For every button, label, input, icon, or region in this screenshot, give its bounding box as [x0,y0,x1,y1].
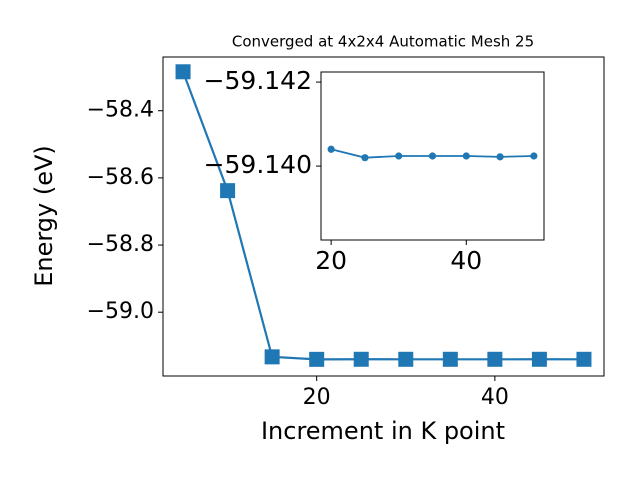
y-tick-label: −58.6 [87,165,154,190]
y-tick-label: −59.0 [87,299,154,324]
data-marker [531,351,547,367]
data-marker [530,152,538,160]
y-tick-label: −59.140 [204,150,312,179]
x-axis-label: Increment in K point [261,417,505,445]
data-line [182,71,584,361]
data-marker [442,351,458,367]
x-tick-label: 40 [481,385,509,410]
data-marker [395,152,403,160]
data-marker [462,152,470,160]
data-marker [361,154,369,162]
data-marker [428,152,437,160]
data-marker [220,183,236,199]
data-marker [576,351,592,367]
data-marker [309,351,325,367]
x-tick-label: 20 [315,246,347,275]
data-marker [398,351,414,367]
y-tick-label: −59.142 [204,66,312,95]
y-tick-label: −58.8 [87,232,154,257]
x-tick-label: 40 [450,246,482,275]
data-marker [175,64,191,80]
data-marker [327,145,335,153]
data-marker [264,349,280,365]
axes-frame [320,71,545,241]
data-marker [487,351,503,367]
data-marker [353,351,369,367]
chart-title: Converged at 4x2x4 Automatic Mesh 25 [232,33,534,51]
y-tick-label: −58.4 [87,98,154,123]
x-tick-label: 20 [303,385,331,410]
data-marker [496,153,504,161]
y-axis-label: Energy (eV) [30,145,58,287]
axes-frame [162,56,605,377]
